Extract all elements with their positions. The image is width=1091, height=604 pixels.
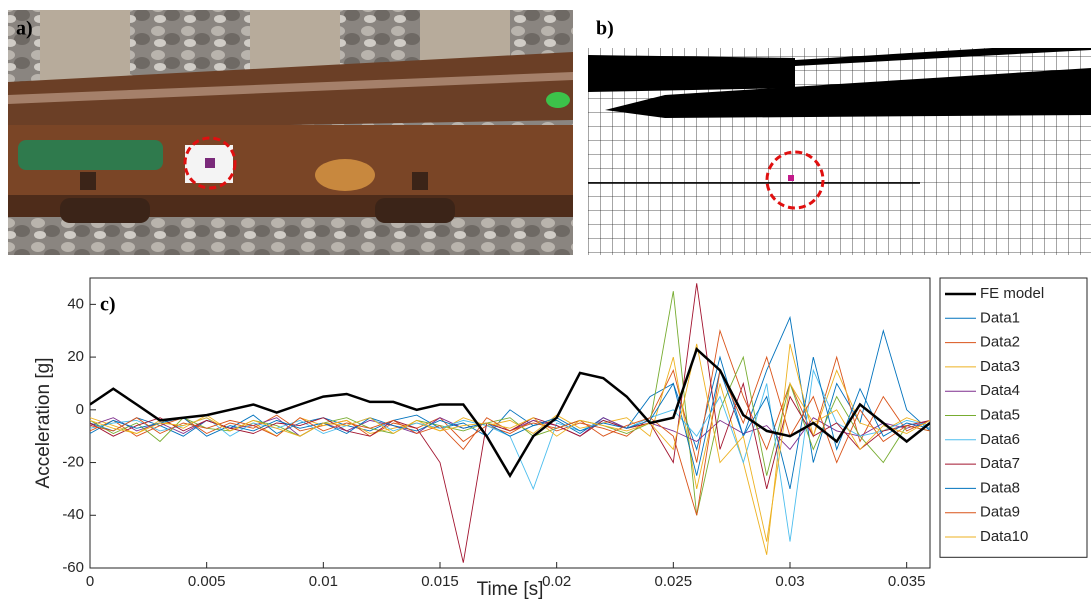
y-axis-title: Acceleration [g] — [33, 358, 54, 489]
legend-label: Data5 — [980, 406, 1020, 423]
ballast — [8, 217, 573, 255]
y-tick-label: 40 — [67, 295, 84, 312]
mesh-bg — [588, 10, 1091, 48]
rust-patch — [315, 159, 375, 191]
highlight-circle — [183, 136, 237, 190]
legend-label: FE model — [980, 285, 1044, 302]
x-tick-label: 0 — [86, 573, 94, 590]
legend-label: Data6 — [980, 431, 1020, 448]
panel-label: c) — [100, 294, 116, 316]
paint-mark — [18, 140, 163, 170]
legend-label: Data7 — [980, 455, 1020, 472]
x-axis-title: Time [s] — [477, 579, 544, 599]
plot-lines — [90, 283, 930, 563]
x-tick-label: 0.03 — [775, 573, 804, 590]
legend-label: Data1 — [980, 309, 1020, 326]
legend-label: Data10 — [980, 528, 1028, 545]
series-line — [90, 356, 930, 490]
rail-shine — [8, 72, 573, 104]
mesh-panel: b) — [588, 10, 1091, 255]
y-tick-label: 0 — [76, 401, 84, 418]
series-line — [90, 346, 930, 479]
legend-box — [939, 277, 1088, 558]
y-tick-label: -20 — [62, 454, 84, 471]
x-tick-label: 0.025 — [655, 573, 693, 590]
panel-label: a) — [16, 18, 33, 40]
mesh-dense — [588, 55, 795, 92]
panel-label: b) — [596, 18, 614, 40]
fasteners — [60, 172, 455, 223]
sensor — [788, 175, 794, 181]
y-tick-label: -60 — [62, 559, 84, 576]
x-tick-label: 0.01 — [309, 573, 338, 590]
x-tick-label: 0.005 — [188, 573, 226, 590]
highlight-circle — [765, 150, 825, 210]
x-tick-label: 0.035 — [888, 573, 926, 590]
mesh-dense — [605, 68, 1091, 118]
legend-label: Data4 — [980, 382, 1020, 399]
x-tick-label: 0.015 — [421, 573, 459, 590]
y-tick-label: -40 — [62, 506, 84, 523]
y-tick-label: 20 — [67, 348, 84, 365]
sensor — [205, 158, 215, 168]
photo-panel: a) — [8, 10, 573, 255]
paint-dot — [546, 92, 570, 108]
legend-label: Data2 — [980, 334, 1020, 351]
series-line — [90, 343, 930, 542]
legend-label: Data8 — [980, 479, 1020, 496]
legend-label: Data3 — [980, 358, 1020, 375]
x-tick-label: 0.02 — [542, 573, 571, 590]
legend-label: Data9 — [980, 504, 1020, 521]
